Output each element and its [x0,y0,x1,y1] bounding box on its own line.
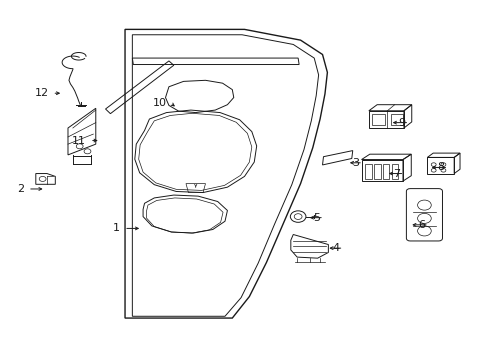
Text: 3: 3 [351,158,358,168]
Text: 6: 6 [417,220,424,230]
Text: 11: 11 [72,136,86,145]
Text: 4: 4 [332,243,339,253]
Text: 8: 8 [436,162,444,172]
Text: 1: 1 [113,224,120,233]
Text: 12: 12 [34,88,48,98]
Text: 5: 5 [312,213,320,222]
Text: 10: 10 [152,98,166,108]
Text: 9: 9 [397,118,405,128]
Text: 2: 2 [17,184,24,194]
Text: 7: 7 [393,168,400,179]
